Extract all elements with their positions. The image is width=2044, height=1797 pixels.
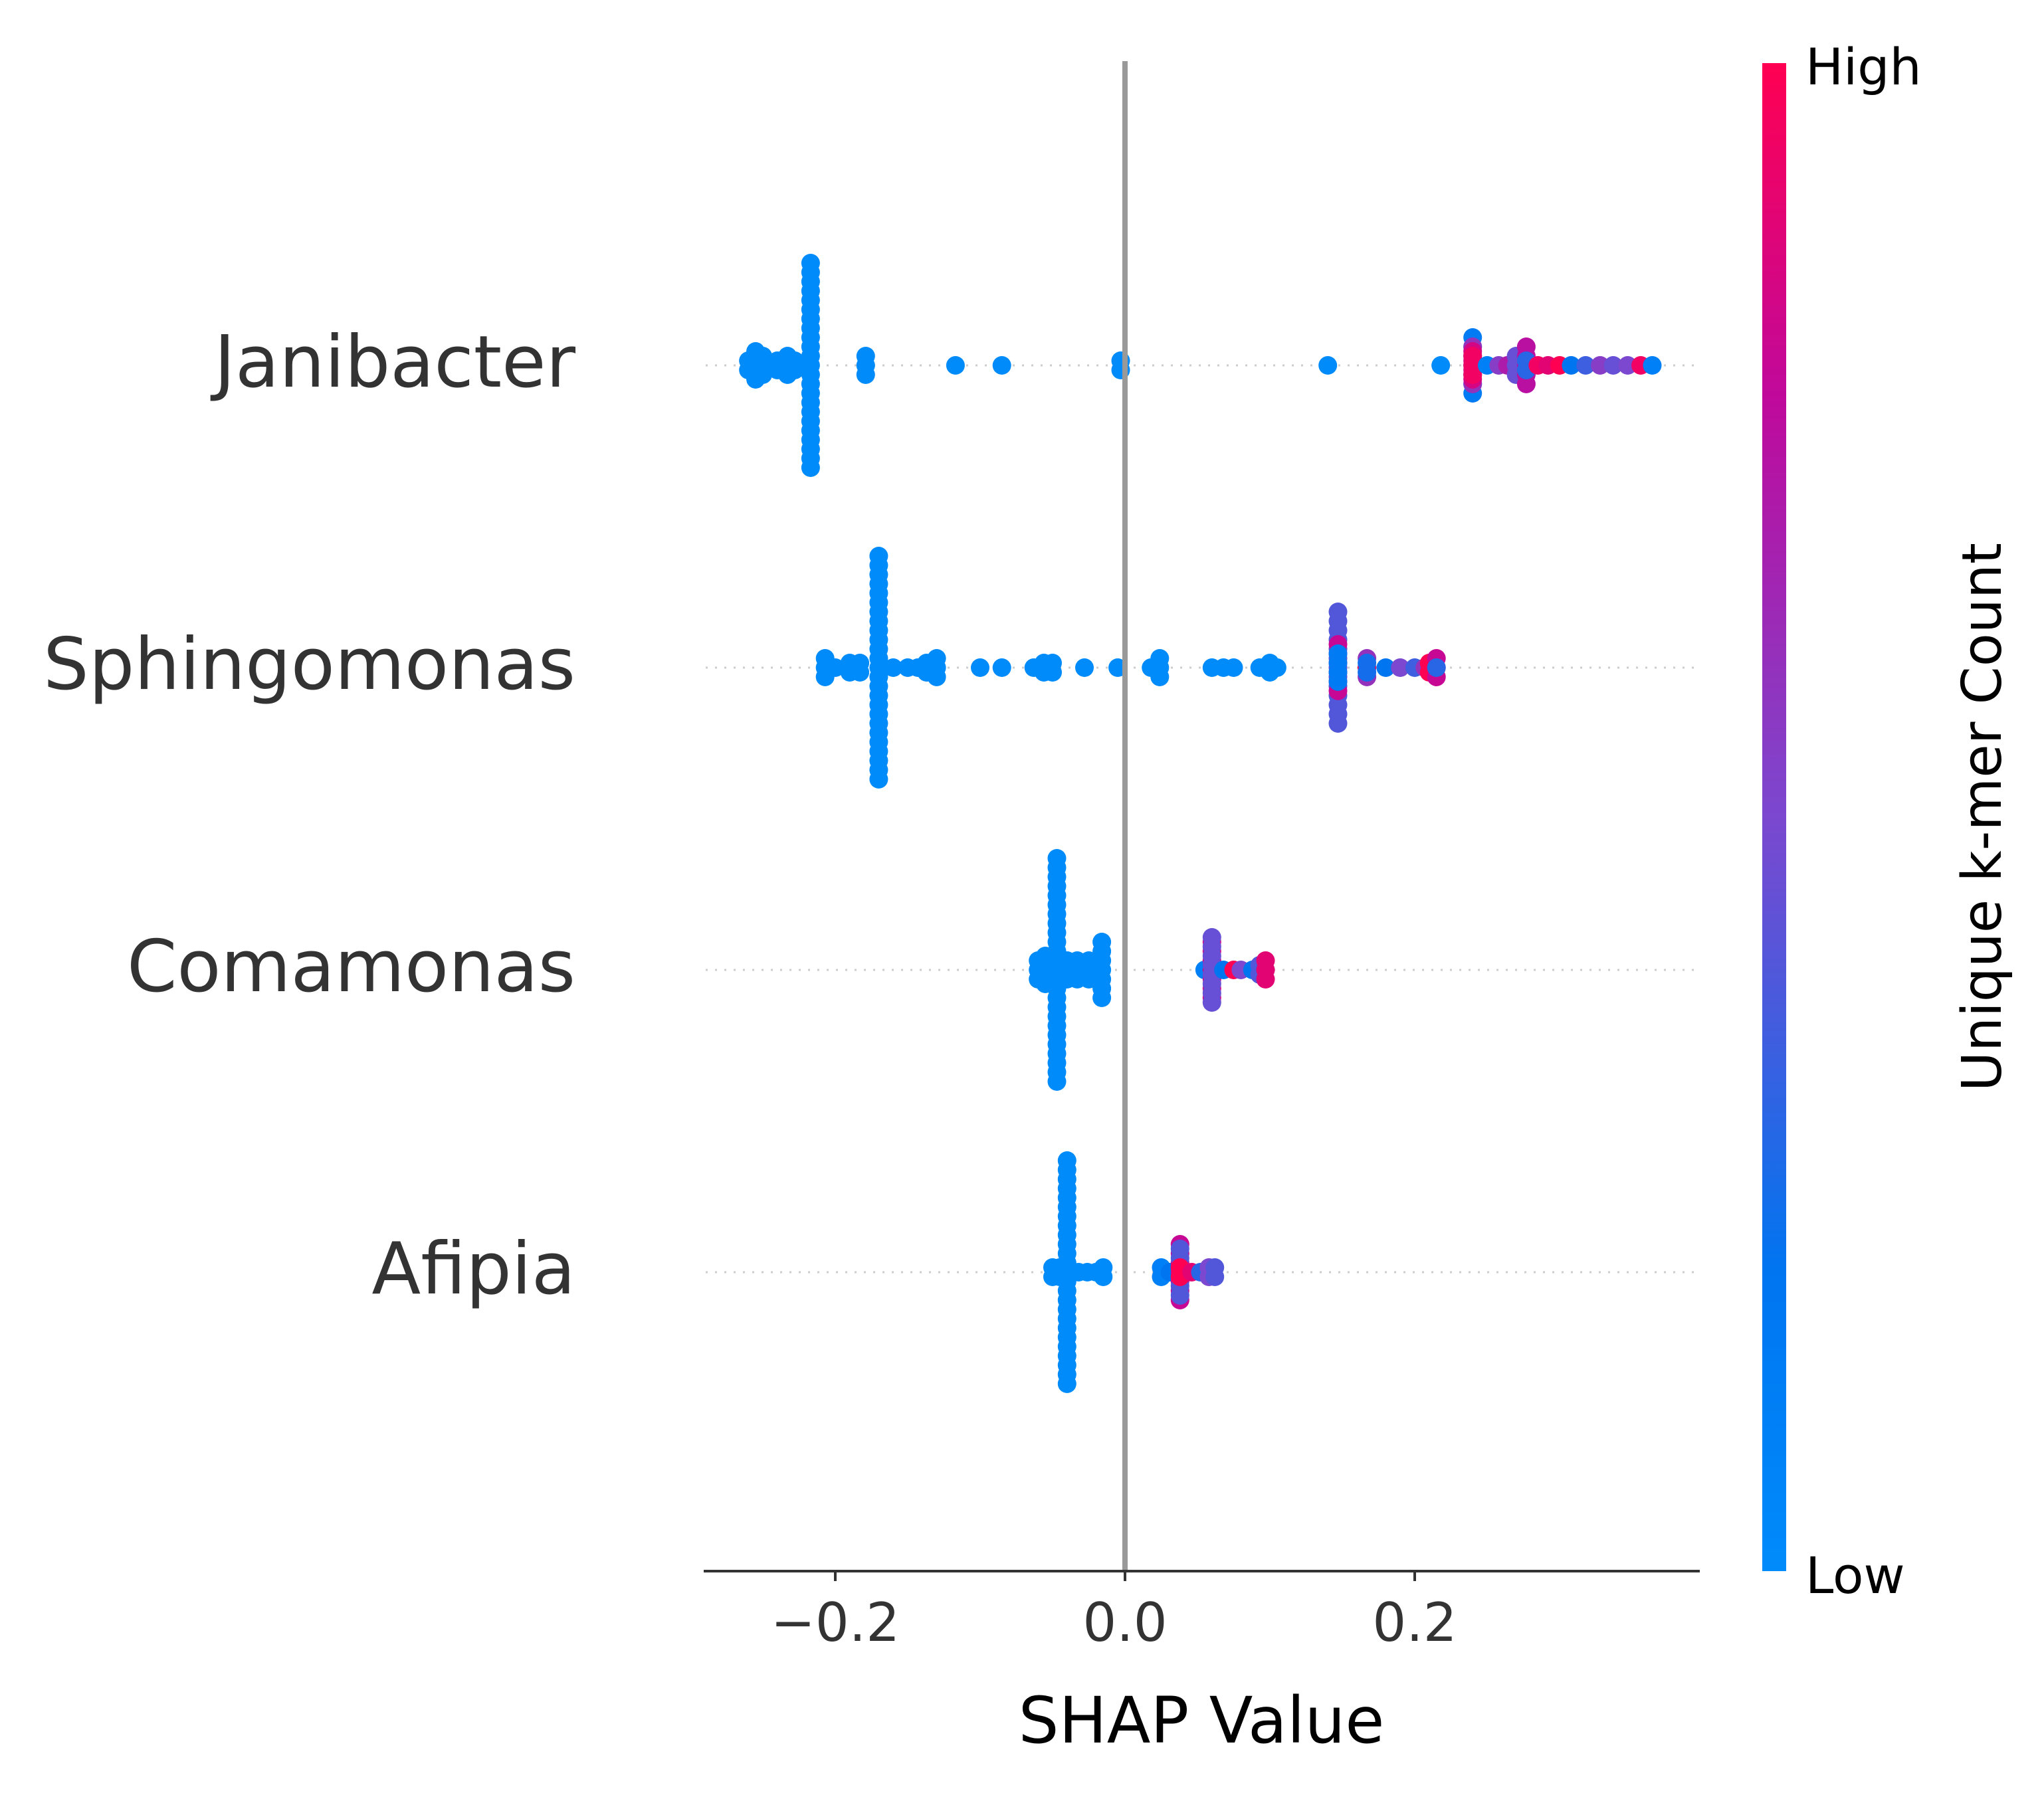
colorbar: High Low Unique k-mer Count (1762, 37, 2014, 1605)
feature-points-comamonas (1029, 849, 1275, 1091)
data-point (992, 356, 1011, 375)
data-point (1075, 658, 1094, 677)
data-point (856, 365, 875, 384)
feature-label-comamonas: Comamonas (127, 925, 575, 1008)
feature-label-afipia: Afipia (371, 1228, 575, 1311)
x-tick-label: 0.2 (1372, 1592, 1457, 1654)
data-point (1463, 365, 1482, 384)
x-ticks: −0.2 0.0 0.2 (771, 1571, 1457, 1654)
data-point (971, 658, 989, 677)
data-point (1562, 356, 1581, 375)
data-point (785, 361, 804, 379)
colorbar-low-label: Low (1805, 1546, 1905, 1605)
colorbar-title: Unique k-mer Count (1951, 543, 2014, 1091)
data-point (1150, 668, 1170, 686)
x-tick-label: −0.2 (771, 1592, 900, 1654)
data-point (869, 770, 888, 789)
data-point (927, 668, 946, 686)
x-tick-label: 0.0 (1082, 1592, 1167, 1654)
data-point (1318, 356, 1338, 375)
data-point (1376, 658, 1395, 677)
data-point (1591, 356, 1609, 375)
data-point (1391, 658, 1410, 677)
feature-points-afipia (1043, 1151, 1225, 1393)
data-point (1427, 658, 1446, 677)
data-point (1224, 658, 1243, 677)
data-point (1328, 714, 1348, 733)
feature-label-janibacter: Janibacter (210, 321, 575, 404)
feature-rows: Janibacter Sphingomonas Comamonas Afipia (43, 321, 1696, 1311)
data-point (1618, 356, 1637, 375)
data-point (1094, 1268, 1113, 1286)
data-point (946, 356, 965, 375)
data-point (1358, 663, 1377, 682)
data-point (754, 365, 772, 384)
data-point (1202, 993, 1221, 1012)
data-point (1170, 1286, 1189, 1305)
data-point (1043, 663, 1062, 682)
data-point (1603, 356, 1623, 375)
colorbar-gradient (1762, 63, 1786, 1571)
data-point (801, 458, 820, 477)
data-point (1516, 375, 1536, 393)
data-point (992, 658, 1011, 677)
data-point (826, 658, 845, 677)
data-point (1205, 1268, 1225, 1286)
data-point (1092, 989, 1112, 1007)
data-point (1256, 970, 1275, 989)
feature-label-sphingomonas: Sphingomonas (43, 623, 575, 706)
data-point (1643, 356, 1662, 375)
data-point (1328, 672, 1348, 691)
data-point (1047, 1072, 1067, 1091)
data-point (884, 658, 903, 677)
data-point (1267, 658, 1286, 677)
feature-points-sphingomonas (815, 547, 1446, 789)
feature-points-janibacter (739, 254, 1662, 477)
data-point (1431, 356, 1451, 375)
data-points (739, 254, 1662, 1393)
data-point (1079, 970, 1098, 989)
data-point (851, 663, 870, 682)
data-point (1576, 356, 1595, 375)
x-axis-label: SHAP Value (1019, 1683, 1385, 1758)
colorbar-high-label: High (1805, 37, 1922, 96)
data-point (1057, 1374, 1076, 1393)
